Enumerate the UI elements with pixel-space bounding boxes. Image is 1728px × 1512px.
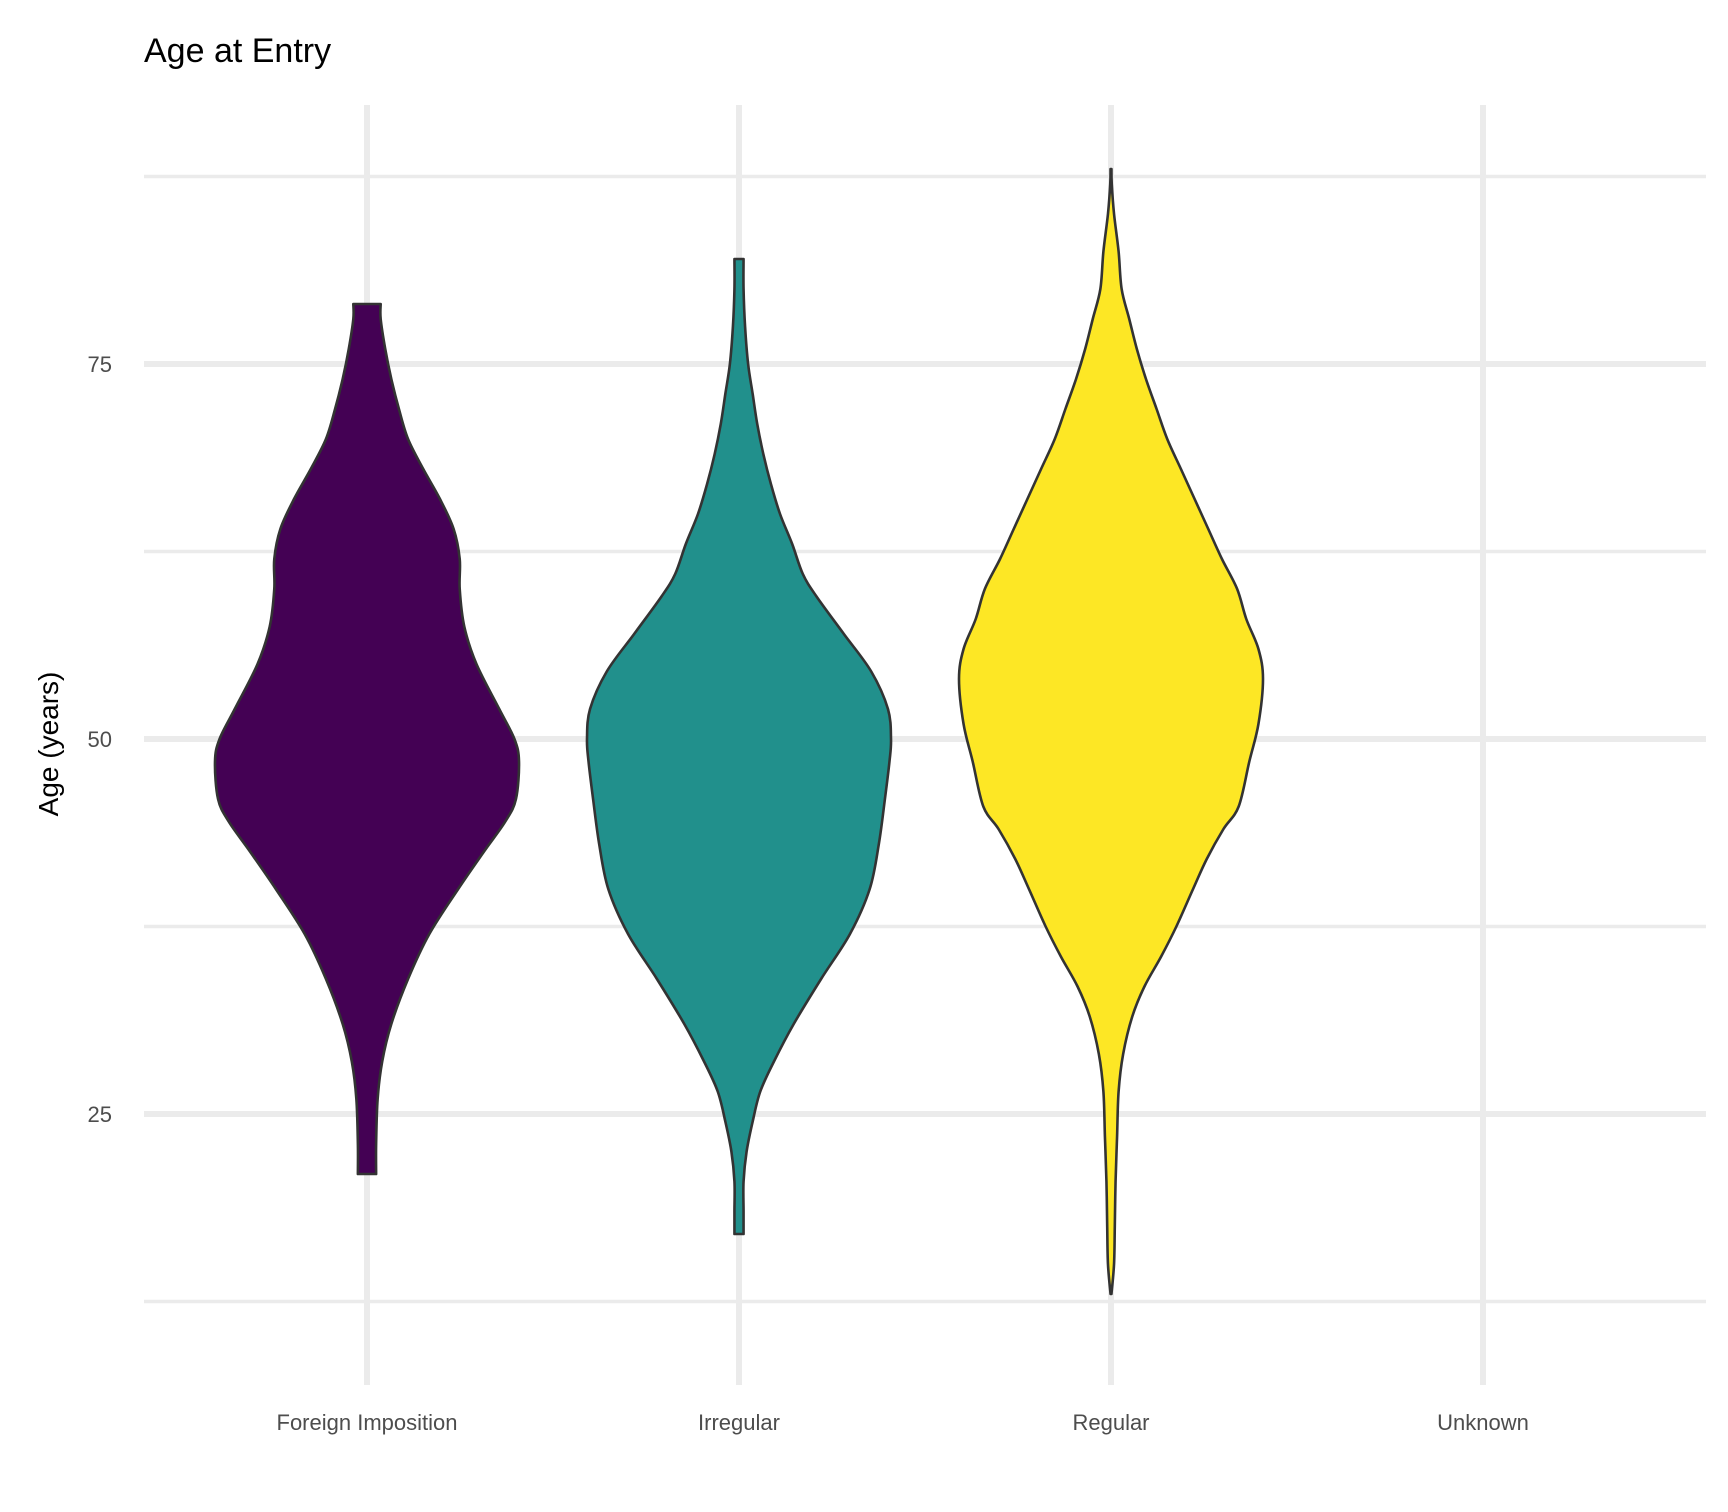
violin-irregular [585, 257, 893, 1236]
violin-layer [213, 167, 1265, 1296]
violin-regular [957, 167, 1265, 1296]
y-axis-title: Age (years) [33, 672, 64, 817]
y-tick-label: 25 [88, 1102, 112, 1127]
y-tick-label: 75 [88, 352, 112, 377]
x-tick-label: Regular [1072, 1410, 1149, 1435]
x-tick-label: Foreign Imposition [277, 1410, 458, 1435]
x-tick-label: Irregular [698, 1410, 780, 1435]
label-layer: 25 50 75 Foreign Imposition Irregular Regular… [88, 352, 1529, 1435]
chart-title: Age at Entry [144, 32, 331, 70]
y-tick-label: 50 [88, 727, 112, 752]
violin-foreign-imposition [213, 302, 521, 1176]
x-tick-label: Unknown [1437, 1410, 1529, 1435]
